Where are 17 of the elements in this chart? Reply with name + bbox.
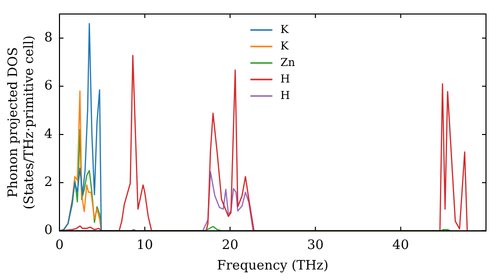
y-axis-title: Phonon projected DOS (States/THz·primitive cell) — [6, 35, 37, 210]
x-tick-label: 20 — [222, 238, 238, 253]
x-tick-label: 0 — [55, 238, 64, 253]
legend-label: H — [280, 88, 290, 102]
legend-label: K — [280, 39, 290, 52]
x-tick-label: 40 — [392, 238, 409, 253]
x-tick-label: 30 — [307, 238, 324, 253]
y-tick-label: 2 — [44, 174, 52, 190]
y-tick-label: 8 — [44, 30, 52, 46]
x-tick-label: 10 — [136, 238, 154, 253]
legend-label: Zn — [280, 56, 296, 69]
y-tick-label: 6 — [44, 78, 52, 94]
y-tick-label: 4 — [44, 126, 52, 142]
y-tick-label: 0 — [44, 223, 52, 238]
x-axis-title: Frequency (THz) — [217, 258, 328, 274]
legend-label: H — [280, 72, 290, 86]
legend-label: K — [280, 22, 290, 36]
